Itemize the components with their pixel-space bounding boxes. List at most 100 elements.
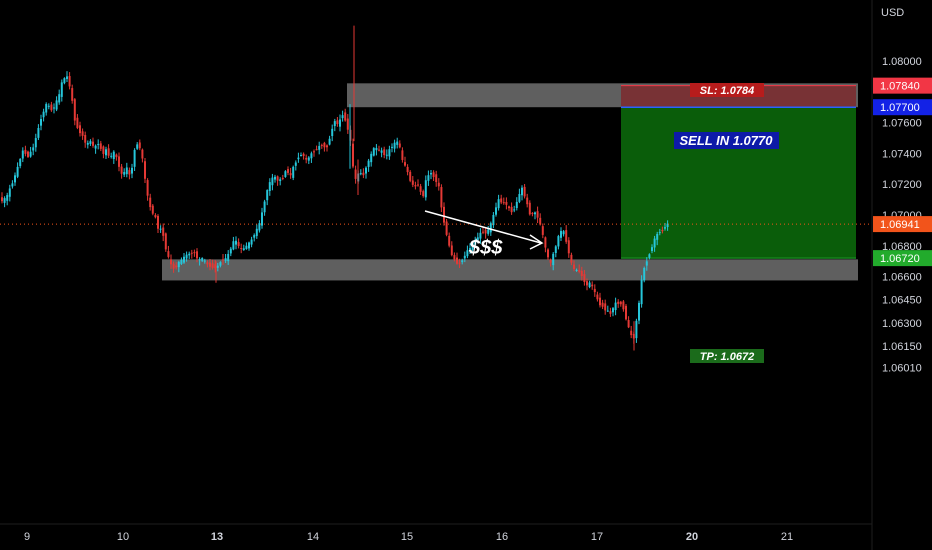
- candle: [427, 170, 430, 186]
- candle: [47, 103, 50, 110]
- candle-body: [294, 162, 297, 166]
- demand-zone[interactable]: [162, 259, 858, 281]
- candle: [344, 108, 347, 122]
- candle-body: [123, 172, 126, 175]
- candles-layer: [1, 25, 669, 351]
- candle-body: [630, 330, 633, 336]
- price-tag-label: 1.06720: [880, 253, 920, 265]
- candle-body: [560, 230, 562, 238]
- candle: [596, 291, 599, 302]
- candle-body: [328, 138, 331, 145]
- candle-body: [653, 238, 656, 248]
- candle: [424, 175, 427, 201]
- candle-body: [326, 145, 328, 148]
- candle: [430, 169, 432, 180]
- candle: [625, 304, 627, 321]
- candle: [398, 140, 401, 149]
- candle-body: [365, 167, 367, 174]
- candle: [237, 238, 240, 249]
- candle: [144, 158, 146, 184]
- candle-body: [63, 78, 66, 84]
- candle-body: [411, 180, 414, 185]
- candle-body: [29, 151, 32, 157]
- candle: [302, 152, 305, 160]
- candle-body: [86, 142, 89, 145]
- candle-body: [513, 209, 516, 211]
- candle: [656, 231, 659, 246]
- candle-body: [492, 215, 495, 226]
- candle: [232, 236, 235, 251]
- candle: [99, 140, 102, 152]
- candle-body: [21, 150, 24, 159]
- candle-body: [92, 141, 94, 146]
- candle-body: [591, 284, 594, 287]
- candle: [227, 250, 230, 265]
- candle: [380, 147, 383, 158]
- candle: [274, 174, 276, 183]
- candle-body: [497, 199, 500, 209]
- candle-body: [258, 223, 261, 231]
- candle-body: [404, 162, 406, 166]
- candle: [120, 163, 123, 179]
- candle-body: [666, 223, 669, 228]
- candle-body: [362, 172, 365, 176]
- candle: [653, 235, 656, 252]
- candle: [271, 173, 274, 191]
- candle: [339, 114, 341, 132]
- candle: [263, 199, 266, 216]
- candle-body: [432, 172, 435, 178]
- price-tag: 1.07840: [873, 77, 932, 94]
- candle-body: [97, 144, 100, 146]
- candle: [586, 278, 588, 291]
- candle: [84, 131, 87, 148]
- candle: [643, 266, 646, 283]
- candle: [362, 168, 365, 179]
- time-tick-label: 10: [117, 531, 129, 543]
- candle-body: [133, 149, 136, 167]
- candle: [476, 232, 479, 243]
- candle-body: [495, 207, 497, 215]
- candle-body: [6, 195, 9, 201]
- candle: [42, 108, 45, 122]
- candle-body: [99, 143, 102, 149]
- candle-body: [149, 197, 152, 208]
- candle-body: [248, 242, 250, 249]
- candle: [432, 170, 435, 182]
- candle-body: [606, 310, 609, 312]
- candle-body: [40, 119, 42, 126]
- candle: [162, 223, 165, 242]
- candle-body: [435, 174, 438, 183]
- candle: [510, 202, 513, 215]
- candle: [141, 148, 144, 163]
- candle: [383, 146, 386, 159]
- candle: [315, 145, 318, 151]
- price-tick-label: 1.08000: [882, 56, 922, 68]
- candle-body: [84, 134, 87, 143]
- candle: [562, 230, 565, 237]
- candle: [557, 234, 560, 250]
- price-axis[interactable]: 1.080001.076001.074001.072001.070001.068…: [882, 56, 922, 374]
- candle-body: [385, 154, 388, 156]
- price-tick-label: 1.06800: [882, 241, 922, 253]
- candle-body: [484, 229, 487, 234]
- candle-body: [521, 187, 523, 196]
- candle: [34, 133, 37, 152]
- candle-body: [427, 175, 430, 181]
- candle: [180, 257, 183, 266]
- price-tick-label: 1.07200: [882, 179, 922, 191]
- candle: [92, 137, 94, 148]
- price-tick-label: 1.06010: [882, 362, 922, 374]
- candle-body: [261, 212, 263, 226]
- candle: [294, 160, 297, 171]
- candle: [526, 193, 529, 208]
- time-axis[interactable]: 9 10 13 14 15 16 17 20 21: [24, 531, 793, 543]
- candle: [651, 244, 653, 254]
- candle-body: [32, 147, 35, 151]
- candle: [502, 197, 505, 205]
- trend-arrow[interactable]: [424, 210, 542, 244]
- candle: [6, 192, 9, 206]
- candle-body: [393, 142, 396, 149]
- candle-body: [11, 183, 14, 187]
- candle-body: [60, 82, 63, 97]
